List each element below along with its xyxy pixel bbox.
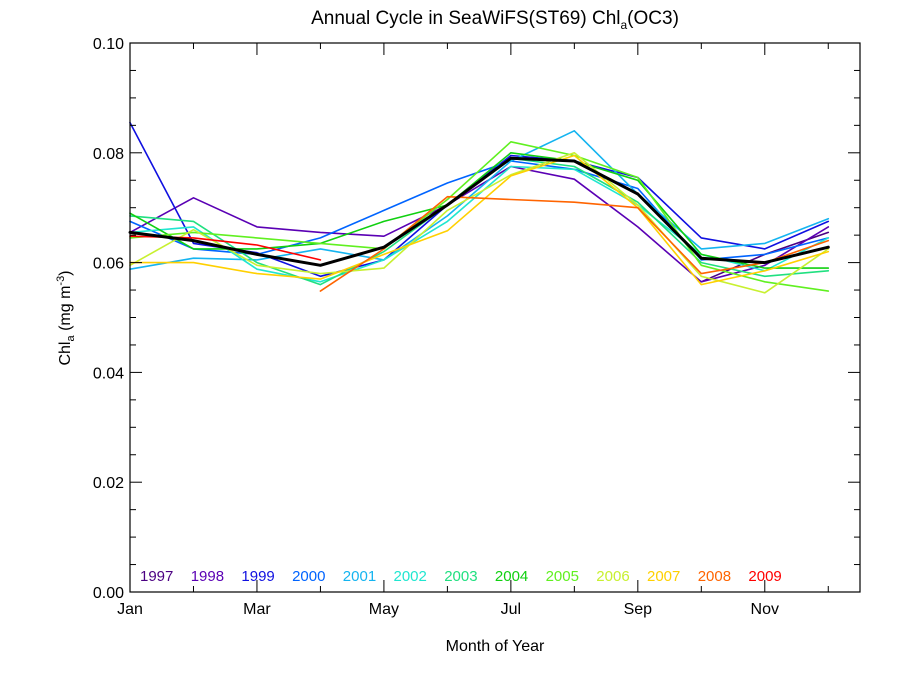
y-tick-label: 0.06 [93, 256, 124, 273]
y-tick-label: 0.08 [93, 146, 124, 163]
legend-item-2000: 2000 [292, 568, 325, 585]
axis-ticks [129, 42, 860, 593]
x-tick-label: Sep [624, 601, 653, 618]
series-line-2005 [129, 141, 830, 292]
legend-item-2006: 2006 [596, 568, 629, 585]
series-line-2002 [129, 165, 830, 283]
legend-item-1998: 1998 [191, 568, 224, 585]
legend-item-2009: 2009 [748, 568, 781, 585]
x-tick-label: Jan [117, 601, 143, 618]
legend: 1997 1998 1999 2000 2001 2002 2003 2004 2005 2006… [140, 568, 782, 585]
legend-item-2001: 2001 [343, 568, 376, 585]
x-tick-label: Nov [751, 601, 779, 618]
series-line-2004 [129, 152, 830, 269]
series-line-1998 [129, 165, 830, 283]
legend-item-1997: 1997 [140, 568, 173, 585]
y-tick-label: 0.04 [93, 365, 124, 382]
mean-line [128, 156, 830, 267]
y-tick-label: 0.00 [93, 585, 124, 602]
legend-item-2003: 2003 [444, 568, 477, 585]
legend-item-1999: 1999 [241, 568, 274, 585]
legend-item-2005: 2005 [546, 568, 579, 585]
tick-labels: 0.00 0.02 0.04 0.06 0.08 0.10 Jan Mar May Jul Sep N… [93, 36, 779, 618]
plot-frame [129, 42, 861, 593]
series-line-2007 [129, 154, 830, 286]
x-axis-label: Month of Year [445, 638, 545, 655]
legend-item-2004: 2004 [495, 568, 528, 585]
y-tick-label: 0.10 [93, 36, 124, 53]
x-tick-label: May [369, 601, 399, 618]
series-lines [128, 121, 830, 294]
y-axis-label: Chla (mg m-3) [55, 270, 77, 365]
legend-item-2007: 2007 [647, 568, 680, 585]
series-line-2006 [129, 152, 830, 294]
chart-title: Annual Cycle in SeaWiFS(ST69) Chla(OC3) [311, 8, 679, 32]
legend-item-2008: 2008 [698, 568, 731, 585]
series-line-2003 [129, 157, 830, 286]
legend-item-2002: 2002 [394, 568, 427, 585]
x-tick-label: Mar [243, 601, 271, 618]
y-tick-label: 0.02 [93, 475, 124, 492]
series-line-2000 [129, 160, 830, 261]
x-tick-label: Jul [501, 601, 521, 618]
